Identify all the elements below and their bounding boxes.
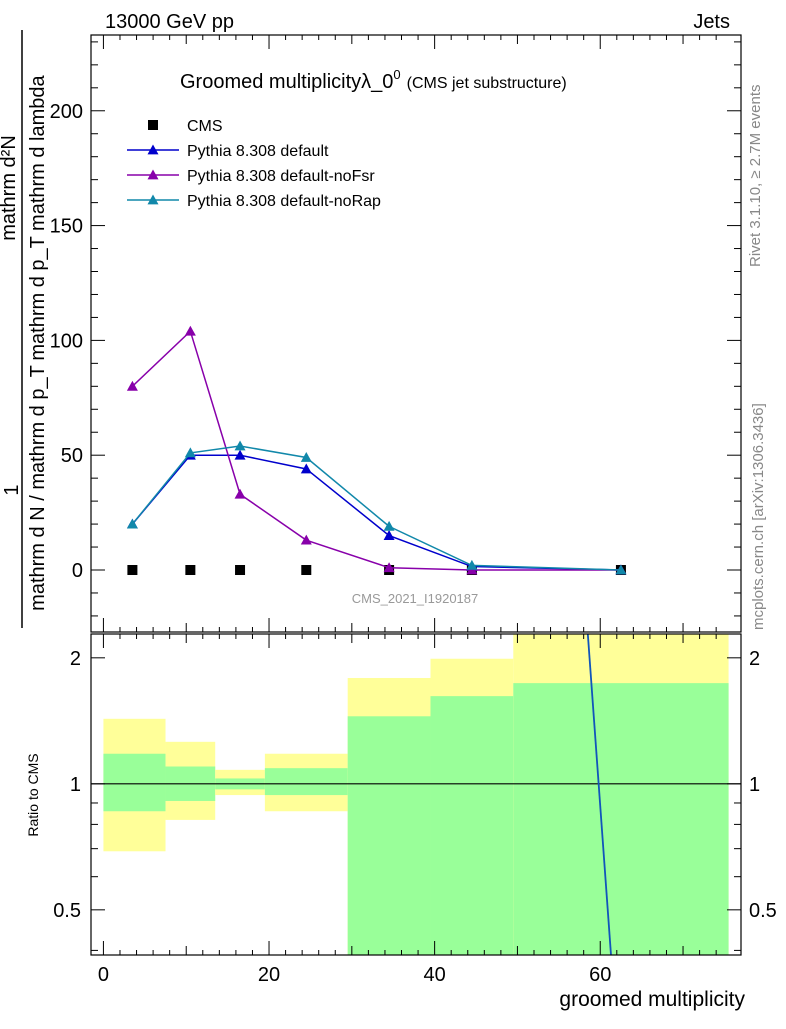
y-tick-label: 200 (50, 101, 83, 123)
y-axis-label: 1 mathrm d²N mathrm d p_T mathrm d lambd… (0, 30, 49, 628)
y-tick-label: 150 (50, 216, 83, 238)
data-point (383, 530, 395, 540)
data-point (383, 562, 395, 573)
chart-title-main: Groomed multiplicityλ_0 (180, 71, 393, 93)
ratio-band-inner (430, 696, 514, 955)
legend-marker-square (148, 120, 158, 130)
main-plot-frame (90, 34, 742, 633)
y-label-numerator: mathrm d²N (0, 135, 20, 241)
data-point (126, 380, 138, 391)
data-point (234, 488, 246, 499)
ratio-y-label: Ratio to CMS (25, 753, 41, 836)
data-point (300, 534, 312, 545)
data-point (300, 451, 312, 462)
ratio-bands-layer (103, 634, 729, 955)
x-tick-label: 40 (424, 964, 446, 986)
y-tick-label: 100 (50, 330, 83, 352)
series-line (131, 445, 621, 571)
legend-marker-triangle (147, 144, 159, 155)
legend-marker-triangle (147, 169, 159, 180)
legend-label: Pythia 8.308 default (187, 143, 329, 160)
data-point (126, 518, 138, 529)
y-tick-label: 0 (72, 560, 83, 582)
legend-label: CMS (187, 118, 223, 135)
ratio-y-tick-label: 1 (70, 774, 81, 796)
chart-title-sup: 0 (393, 67, 400, 82)
data-point (234, 449, 246, 460)
ratio-y-tick-label-right: 2 (749, 648, 760, 670)
legend: CMS Pythia 8.308 default Pythia 8.308 defa… (127, 118, 381, 210)
y-label-prefix: 1 (1, 484, 23, 495)
x-tick-label: 60 (589, 964, 611, 986)
analysis-id-label: CMS_2021_I1920187 (352, 591, 479, 606)
chart-title: Groomed multiplicityλ_00 (CMS jet substru… (180, 67, 567, 93)
data-point-cms (301, 565, 312, 576)
series-line (131, 454, 621, 571)
ratio-band-inner (264, 768, 348, 796)
chart-subtitle: (CMS jet substructure) (407, 75, 567, 92)
data-point (234, 440, 246, 451)
y-label-denominator: mathrm d N / mathrm d p_T (27, 365, 49, 611)
data-point (466, 559, 478, 570)
ratio-band-inner (513, 683, 729, 955)
ratio-y-tick-label-right: 0.5 (749, 900, 777, 922)
ratio-plot-layer (91, 633, 741, 956)
ratio-y-tick-label: 0.5 (53, 900, 81, 922)
data-point (615, 564, 627, 575)
x-tick-label: 0 (98, 964, 109, 986)
ratio-mc-line (586, 633, 612, 956)
data-point-cms (185, 565, 196, 576)
legend-label: Pythia 8.308 default-noFsr (187, 168, 375, 185)
energy-label: 13000 GeV pp (105, 11, 234, 33)
ratio-plot-frame (90, 633, 742, 956)
main-plot-layer (126, 325, 627, 576)
data-point-cms (127, 565, 138, 576)
x-axis-label: groomed multiplicity (559, 988, 745, 1011)
category-label: Jets (693, 11, 730, 33)
ratio-y-tick-label: 2 (70, 648, 81, 670)
rivet-label: Rivet 3.1.10, ≥ 2.7M events (747, 85, 764, 268)
ratio-y-tick-label-right: 1 (749, 774, 760, 796)
data-point (184, 447, 196, 458)
data-point (300, 463, 312, 474)
ratio-band-inner (103, 753, 166, 812)
legend-marker-triangle (147, 194, 159, 205)
legend-label: Pythia 8.308 default-noRap (187, 193, 381, 210)
frames-layer: 0 20 40 60 0 50 100 150 200 0.5 0.5 1 1 2 2 (50, 34, 777, 986)
data-point (184, 325, 196, 336)
y-tick-label: 50 (61, 445, 83, 467)
data-point-cms (235, 565, 246, 576)
x-tick-label: 20 (258, 964, 280, 986)
data-point (383, 520, 395, 531)
text-layer: 13000 GeV pp Jets Rivet 3.1.10, ≥ 2.7M e… (0, 11, 767, 1011)
y-label-line1: mathrm d p_T mathrm d lambda (27, 74, 49, 360)
ratio-band-inner (347, 716, 431, 955)
site-label: mcplots.cern.ch [arXiv:1306.3436] (750, 403, 767, 630)
